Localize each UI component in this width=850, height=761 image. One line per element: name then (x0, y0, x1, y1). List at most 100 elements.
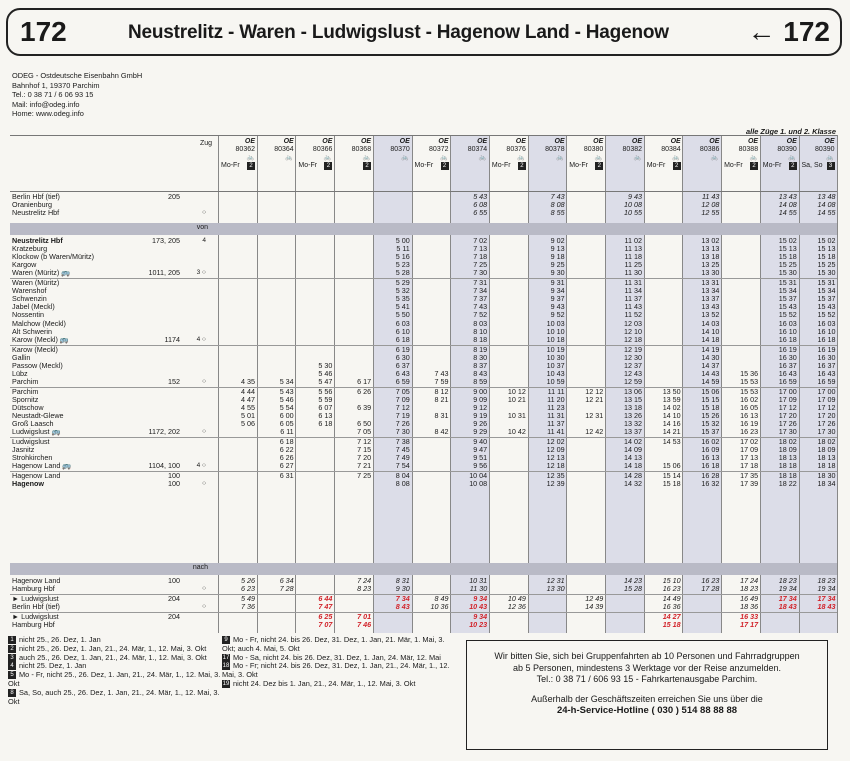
station-name: Schwenzin (12, 294, 47, 304)
departure-time: 8 31 (434, 411, 449, 421)
departure-time: 8 42 (434, 427, 449, 437)
train-number: OE 80388 (738, 138, 759, 153)
row-divider (10, 344, 837, 346)
footnote: 8 Sa, So, auch 25., 26. Dez, 1. Jan, 21.,… (8, 688, 228, 707)
bicycle-icon: 🚲 (749, 155, 758, 161)
departure-time: 15 14 (662, 471, 681, 481)
departure-time: 4 55 (241, 403, 255, 412)
departure-time: 10 19 (546, 344, 565, 354)
station-name: Kargow (12, 260, 37, 270)
footnote-text: nicht 25., 26. Dez, 1. Jan, 21., 24. Mär… (19, 643, 207, 653)
departure-time: 8 30 (473, 352, 488, 362)
footnote: 4 nicht 25. Dez, 1. Jan (8, 661, 228, 671)
departure-time: 18 43 (817, 602, 836, 612)
departure-time: 14 19 (701, 344, 720, 354)
station-name: Hagenow Land 🚌 (12, 461, 72, 471)
bicycle-icon: 🚲 (478, 155, 487, 161)
departure-time: 5 54 (279, 403, 294, 412)
train-column: OE 80384 🚲 Mo-Fr 2 (643, 135, 683, 633)
station-mark: 4 (202, 237, 206, 244)
station-name: ► Ludwigslust (12, 612, 59, 622)
departure-time: 15 25 (778, 260, 797, 270)
departure-time: 17 02 (740, 437, 759, 447)
departure-time: 17 00 (817, 386, 836, 396)
departure-time: 9 51 (473, 453, 488, 463)
departure-time: 9 19 (473, 411, 488, 421)
departure-time: 9 25 (550, 260, 565, 270)
departure-time: 13 48 (817, 192, 836, 201)
station-mark: ○ (202, 377, 206, 385)
train-number: OE 80368 (351, 138, 372, 153)
departure-time: 8 43 (395, 602, 410, 612)
station-name: Ludwigslust 🚌 (12, 427, 61, 437)
footnotes-left: 1 nicht 25., 26. Dez, 1. Jan 2 nicht 25., 2… (8, 635, 228, 707)
departure-time: 13 30 (701, 268, 720, 278)
departure-time: 14 43 (701, 368, 720, 378)
departure-time: 18 02 (817, 437, 836, 447)
departure-time: 10 10 (546, 326, 565, 336)
departure-time: 9 29 (473, 427, 488, 437)
departure-time: 15 06 (662, 461, 681, 471)
station-row: Klockow (b Waren/Müritz) (10, 253, 210, 261)
station-name: Neustrelitz Hbf (12, 208, 60, 218)
departure-time: 14 09 (624, 445, 642, 455)
departure-time: 15 36 (740, 368, 759, 378)
info-line-2: ab 5 Personen, mindestens 3 Werktage vor… (513, 662, 781, 673)
departure-time: 9 00 (473, 386, 488, 396)
info-line-1: Wir bitten Sie, sich bei Gruppenfahrten … (494, 651, 800, 661)
departure-time: 15 31 (778, 278, 797, 288)
zug-label: Zug (200, 140, 213, 147)
departure-time: 6 08 (473, 200, 488, 210)
footnote-number: 3 (8, 653, 16, 662)
train-day-note: Mo-Fr (491, 162, 511, 169)
station-name: Neustadt-Glewe (12, 411, 64, 421)
connection-table: 1174 (164, 334, 180, 344)
footnote-badge: 2 (363, 162, 372, 170)
row-divider (10, 471, 837, 473)
train-day-note: Mo-Fr (724, 162, 743, 169)
company-address: Bahnhof 1, 19370 Parchim (12, 80, 100, 90)
departure-time: 14 27 (662, 612, 681, 622)
departure-time: 4 47 (241, 394, 255, 404)
train-day-note: Mo-Fr (298, 162, 318, 169)
station-row: ► Ludwigslust 204 (10, 613, 210, 621)
station-name: Berlin Hbf (tief) (12, 602, 60, 612)
departure-time: 6 26 (279, 453, 294, 463)
train-day-note: Sa, So (801, 162, 823, 169)
departure-time: 7 12 (357, 437, 372, 447)
train-column: OE 80362 🚲 Mo-Fr 2 (218, 135, 257, 633)
departure-time: 16 59 (817, 376, 836, 386)
departure-time: 12 31 (546, 576, 565, 585)
departure-time: 16 43 (778, 368, 797, 378)
departure-time: 8 19 (473, 344, 488, 354)
departure-time: 15 30 (817, 268, 836, 278)
station-name: Alt Schwerin (12, 326, 52, 336)
station-mark: 3 ○ (196, 269, 206, 277)
bicycle-icon: 🚲 (633, 155, 641, 161)
section-separator: nach (10, 563, 837, 575)
bicycle-icon: 🚲 (594, 155, 603, 161)
train-day-note: Mo-Fr (646, 162, 666, 169)
departure-time: 13 25 (701, 260, 720, 270)
departure-time: 13 37 (624, 427, 642, 437)
departure-time: 16 33 (740, 612, 759, 622)
departure-time: 15 18 (817, 252, 836, 262)
departure-time: 8 12 (434, 386, 449, 396)
departure-time: 15 28 (624, 584, 642, 594)
departure-time: 16 02 (701, 437, 720, 447)
departure-time: 6 18 (318, 419, 333, 429)
station-row: Warenshof (10, 287, 210, 295)
departure-time: 16 23 (701, 576, 720, 585)
departure-time: 15 26 (701, 411, 720, 421)
departure-time: 11 23 (547, 403, 565, 412)
departure-time: 14 21 (662, 427, 681, 437)
departure-time: 17 30 (778, 427, 797, 437)
departure-time: 7 05 (395, 386, 410, 396)
train-number: OE 80374 (467, 138, 488, 153)
bicycle-icon: 🚲 (323, 155, 332, 161)
departure-time: 12 31 (585, 411, 604, 421)
station-name: Strohkirchen (12, 453, 53, 463)
departure-time: 5 26 (241, 576, 255, 585)
departure-time: 17 34 (817, 594, 836, 604)
departure-time: 15 15 (701, 394, 720, 404)
